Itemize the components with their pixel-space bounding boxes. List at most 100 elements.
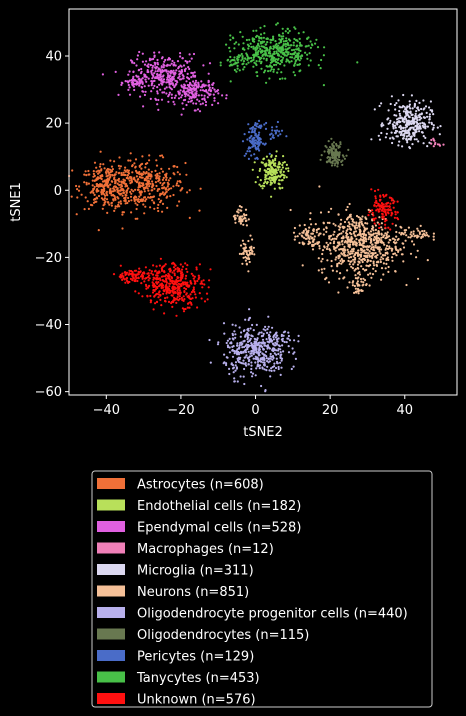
data-point bbox=[422, 126, 425, 129]
data-point bbox=[247, 218, 250, 221]
data-point bbox=[276, 48, 279, 51]
data-point bbox=[170, 82, 173, 85]
data-point bbox=[128, 86, 131, 89]
data-point bbox=[277, 174, 280, 177]
data-point bbox=[370, 138, 373, 141]
data-point bbox=[253, 253, 256, 256]
data-point bbox=[391, 259, 394, 262]
data-point bbox=[282, 40, 285, 43]
data-point bbox=[367, 259, 370, 262]
data-point bbox=[103, 193, 106, 196]
data-point bbox=[272, 37, 275, 40]
data-point bbox=[185, 80, 188, 83]
data-point bbox=[276, 22, 279, 25]
data-point bbox=[387, 209, 391, 212]
data-point bbox=[302, 243, 305, 246]
data-point bbox=[125, 271, 129, 274]
data-point bbox=[420, 107, 423, 111]
data-point bbox=[248, 139, 251, 142]
data-point bbox=[134, 195, 137, 198]
data-point bbox=[280, 48, 283, 52]
data-point bbox=[376, 208, 379, 211]
data-point bbox=[329, 252, 332, 255]
data-point bbox=[257, 145, 260, 148]
data-point bbox=[147, 279, 150, 282]
data-point bbox=[182, 308, 186, 311]
data-point bbox=[107, 168, 110, 171]
data-point bbox=[242, 351, 245, 354]
data-point bbox=[309, 235, 312, 238]
data-point bbox=[319, 158, 322, 161]
data-point bbox=[208, 338, 211, 342]
data-point bbox=[340, 258, 343, 261]
data-point bbox=[265, 43, 268, 46]
data-point bbox=[339, 223, 342, 226]
data-point bbox=[359, 230, 362, 233]
data-point bbox=[238, 69, 241, 72]
data-point bbox=[172, 266, 176, 269]
data-point bbox=[152, 278, 155, 281]
data-point bbox=[397, 144, 400, 147]
data-point bbox=[340, 218, 343, 221]
data-point bbox=[395, 235, 398, 238]
data-point bbox=[411, 107, 414, 110]
data-point bbox=[259, 26, 262, 29]
data-point bbox=[331, 143, 334, 146]
data-point bbox=[180, 113, 183, 116]
data-point bbox=[170, 62, 173, 65]
data-point bbox=[259, 350, 262, 353]
data-point bbox=[387, 270, 390, 273]
data-point bbox=[236, 210, 239, 213]
data-point bbox=[153, 72, 156, 75]
data-point bbox=[356, 226, 359, 229]
data-point bbox=[148, 159, 151, 162]
data-point bbox=[330, 153, 333, 156]
data-point bbox=[211, 103, 214, 106]
data-point bbox=[181, 273, 184, 276]
data-point bbox=[311, 244, 314, 248]
data-point bbox=[280, 59, 283, 62]
data-point bbox=[404, 239, 407, 242]
data-point bbox=[255, 156, 259, 159]
data-point bbox=[418, 232, 421, 235]
data-point bbox=[127, 81, 130, 84]
data-point bbox=[293, 37, 296, 41]
data-point bbox=[141, 277, 144, 280]
data-point bbox=[209, 268, 212, 271]
data-point bbox=[274, 60, 277, 63]
data-point bbox=[143, 85, 146, 88]
data-point bbox=[131, 273, 135, 276]
data-point bbox=[418, 116, 421, 119]
data-point bbox=[101, 175, 104, 178]
data-point bbox=[416, 125, 419, 128]
data-point bbox=[391, 136, 394, 139]
data-point bbox=[198, 263, 201, 266]
data-point bbox=[100, 188, 103, 191]
data-point bbox=[175, 69, 178, 72]
data-point bbox=[147, 173, 150, 176]
data-point bbox=[244, 259, 247, 262]
data-point bbox=[195, 102, 198, 105]
data-point bbox=[156, 272, 160, 275]
legend-swatch bbox=[97, 542, 125, 554]
data-point bbox=[427, 235, 430, 238]
data-point bbox=[247, 239, 250, 243]
data-point bbox=[143, 280, 146, 283]
data-point bbox=[382, 195, 385, 198]
data-point bbox=[372, 248, 375, 251]
data-point bbox=[213, 97, 216, 100]
data-point bbox=[192, 74, 195, 77]
data-point bbox=[145, 285, 148, 288]
data-point bbox=[322, 54, 325, 57]
data-point bbox=[415, 110, 418, 113]
data-point bbox=[394, 210, 397, 213]
data-point bbox=[230, 64, 233, 67]
data-point bbox=[254, 46, 257, 49]
data-point bbox=[110, 180, 113, 183]
data-point bbox=[283, 174, 286, 177]
data-point bbox=[277, 68, 280, 71]
data-point bbox=[103, 167, 106, 170]
data-point bbox=[155, 274, 158, 277]
data-point bbox=[386, 208, 389, 211]
data-point bbox=[416, 106, 419, 110]
